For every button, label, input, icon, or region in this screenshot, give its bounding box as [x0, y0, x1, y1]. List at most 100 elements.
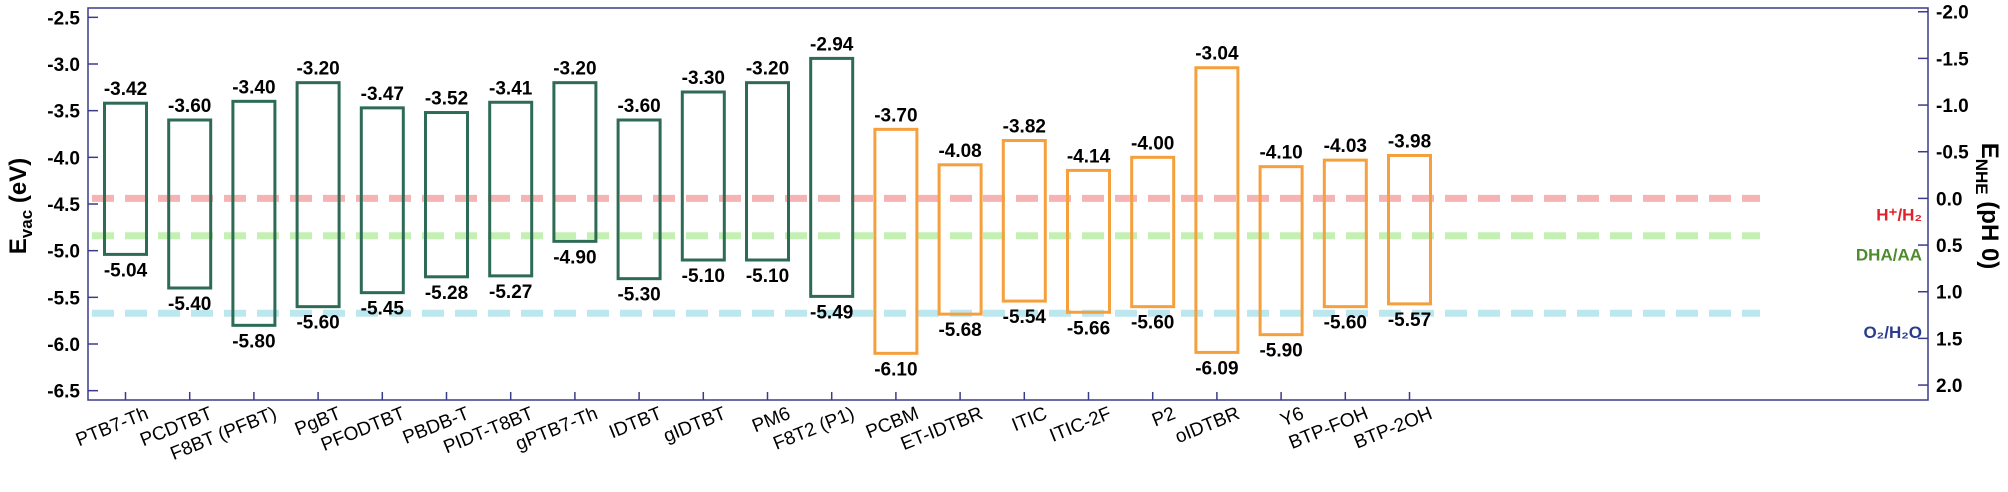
homo-value-label: -5.10	[682, 266, 725, 287]
homo-value-label: -6.10	[874, 359, 917, 380]
homo-value-label: -5.27	[489, 282, 532, 303]
energy-bar	[488, 100, 534, 278]
homo-value-label: -5.68	[938, 320, 981, 341]
lumo-value-label: -3.82	[1003, 117, 1046, 138]
right-axis: -2.0 -1.5 -1.0 -0.5 0.0 0.5 1.0 1.5 2.0	[1918, 3, 1969, 397]
energy-bar	[809, 56, 855, 298]
energy-bar	[359, 106, 405, 295]
energy-bar	[1001, 139, 1047, 303]
right-axis-tick-label: -1.5	[1936, 49, 1969, 70]
lumo-value-label: -3.04	[1195, 44, 1239, 65]
homo-value-label: -5.30	[617, 285, 660, 306]
left-axis-tick-label: -5.0	[47, 242, 80, 263]
energy-bar	[873, 127, 919, 355]
right-axis-tick-label: 0.0	[1936, 189, 1962, 210]
energy-bar	[1194, 66, 1240, 354]
homo-value-label: -6.09	[1195, 358, 1238, 379]
homo-value-label: -5.45	[361, 299, 405, 320]
bars-layer: -3.42 -5.04 -3.60 -5.40 -3.40 -5.80 -3.20 -5.60…	[103, 34, 1432, 380]
right-axis-tick-label: 2.0	[1936, 376, 1962, 397]
left-axis-tick-label: -4.5	[47, 195, 80, 216]
lumo-value-label: -3.70	[874, 105, 917, 126]
homo-value-label: -5.80	[232, 331, 275, 352]
lumo-value-label: -3.52	[425, 89, 468, 110]
energy-bar	[103, 101, 148, 256]
lumo-value-label: -3.98	[1388, 131, 1431, 152]
energy-bar	[937, 163, 983, 316]
energy-bar	[295, 81, 341, 309]
category-label: IDTBT	[606, 403, 665, 443]
left-axis-tick-label: -4.0	[47, 148, 80, 169]
lumo-value-label: -3.47	[361, 84, 404, 105]
reference-lines: H⁺/H₂ DHA/AA O₂/H₂O	[92, 194, 1922, 342]
energy-bar	[1066, 168, 1111, 314]
lumo-value-label: -3.20	[296, 59, 339, 80]
energy-bar	[424, 111, 469, 279]
energy-bar	[552, 81, 598, 243]
left-axis-title-unit: (eV)	[5, 158, 32, 210]
right-axis-tick-label: 1.5	[1936, 329, 1963, 350]
lumo-value-label: -2.94	[810, 34, 854, 55]
category-label: ITIC-2F	[1047, 403, 1115, 447]
lumo-value-label: -4.14	[1067, 146, 1111, 167]
energy-bar	[680, 90, 726, 262]
lumo-value-label: -4.10	[1259, 143, 1302, 164]
right-axis-tick-label: -2.0	[1936, 3, 1969, 24]
homo-value-label: -5.28	[425, 283, 468, 304]
homo-value-label: -5.10	[746, 266, 789, 287]
homo-value-label: -5.54	[1003, 307, 1047, 328]
left-axis: -2.5 -3.0 -3.5 -4.0 -4.5 -5.0 -5.5 -6.0 -6.5	[47, 8, 98, 403]
left-axis-tick-label: -5.5	[47, 288, 80, 309]
right-axis-title-unit: (pH 0)	[1976, 195, 2003, 270]
category-label: gIDTBT	[661, 403, 730, 447]
reference-line-label: O₂/H₂O	[1863, 323, 1922, 342]
homo-value-label: -5.49	[810, 302, 853, 323]
lumo-value-label: -3.60	[617, 96, 660, 117]
energy-bar	[1322, 158, 1368, 309]
left-axis-title-sub: vac	[17, 210, 36, 238]
energy-bar	[745, 81, 790, 262]
left-axis-tick-label: -6.0	[47, 335, 80, 356]
left-axis-tick-label: -3.0	[47, 55, 80, 76]
homo-value-label: -5.60	[296, 313, 339, 334]
right-axis-tick-label: 0.5	[1936, 236, 1963, 257]
energy-bar	[1258, 165, 1304, 337]
energy-bar	[167, 118, 213, 290]
lumo-value-label: -3.20	[553, 59, 596, 80]
left-axis-title: Evac (eV)	[5, 158, 36, 254]
lumo-value-label: -4.08	[938, 141, 981, 162]
homo-value-label: -4.90	[553, 247, 596, 268]
lumo-value-label: -4.03	[1324, 136, 1367, 157]
homo-value-label: -5.60	[1131, 313, 1174, 334]
category-label: ITIC	[1009, 403, 1050, 436]
category-label: PTB7-Th	[73, 403, 151, 451]
homo-value-label: -5.57	[1388, 310, 1431, 331]
right-axis-title: ENHE (pH 0)	[1972, 143, 2003, 270]
homo-value-label: -5.60	[1324, 313, 1367, 334]
reference-line-label: H⁺/H₂	[1876, 205, 1922, 224]
category-label: oIDTBR	[1172, 403, 1243, 448]
reference-line-label: DHA/AA	[1856, 246, 1922, 265]
homo-value-label: -5.66	[1067, 318, 1110, 339]
right-axis-tick-label: 1.0	[1936, 283, 1962, 304]
right-axis-title-sub: NHE	[1972, 159, 1991, 195]
left-axis-tick-label: -3.5	[47, 102, 80, 123]
lumo-value-label: -3.40	[232, 77, 275, 98]
left-axis-tick-label: -6.5	[47, 382, 80, 403]
homo-value-label: -5.40	[168, 294, 211, 315]
right-axis-tick-label: -0.5	[1936, 143, 1969, 164]
lumo-value-label: -3.20	[746, 59, 789, 80]
lumo-value-label: -3.60	[168, 96, 211, 117]
plot-frame	[87, 7, 1929, 401]
energy-bar	[616, 118, 662, 281]
homo-value-label: -5.04	[104, 260, 148, 281]
energy-bar	[1387, 153, 1432, 306]
lumo-value-label: -3.42	[104, 79, 147, 100]
homo-value-label: -5.90	[1259, 341, 1302, 362]
energy-bar	[231, 99, 277, 327]
lumo-value-label: -3.41	[489, 78, 533, 99]
left-axis-tick-label: -2.5	[47, 8, 80, 29]
lumo-value-label: -3.30	[682, 68, 725, 89]
